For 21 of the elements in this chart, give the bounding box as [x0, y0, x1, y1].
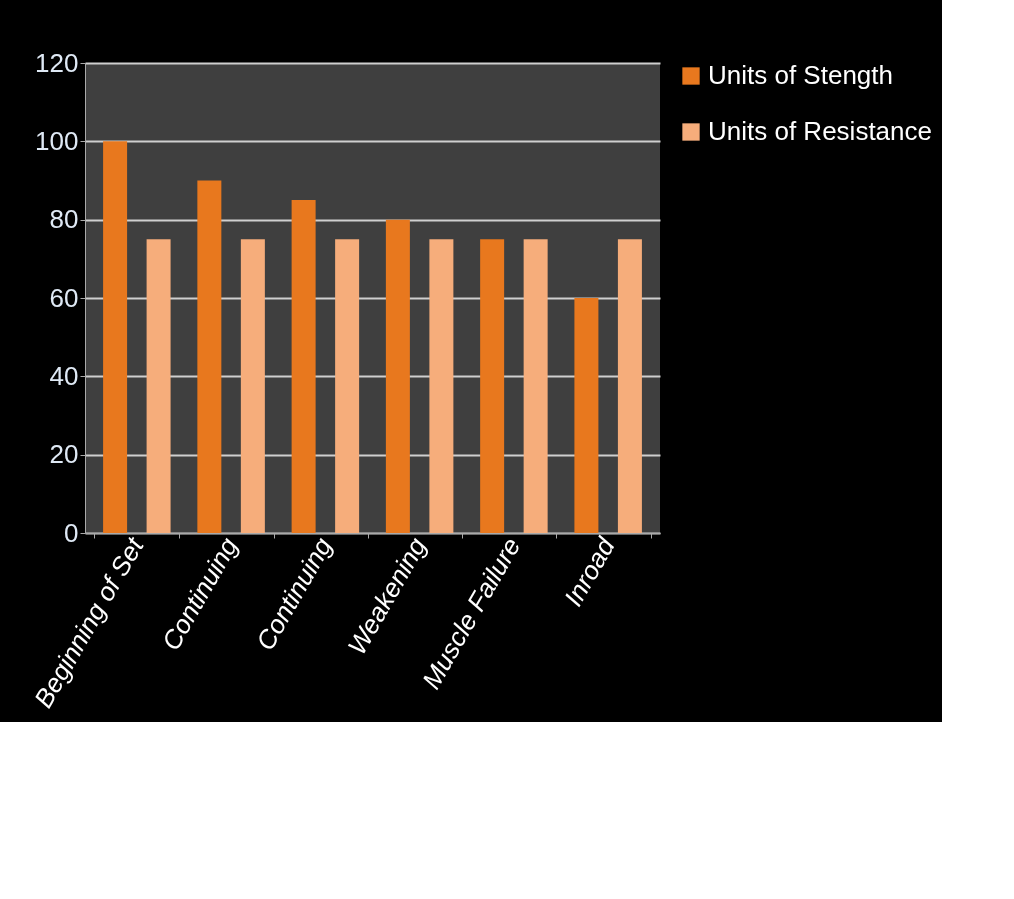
y-tick-label: 120 — [35, 47, 79, 78]
y-tick-label: 100 — [35, 125, 79, 156]
bar — [103, 141, 128, 533]
bar — [197, 180, 222, 533]
bar — [617, 239, 642, 533]
bar — [574, 298, 599, 533]
bar — [429, 239, 454, 533]
bar — [480, 239, 505, 533]
y-tick-label: 0 — [64, 517, 79, 548]
legend-label: Units of Stength — [708, 60, 893, 90]
bar — [385, 219, 410, 533]
y-tick-label: 60 — [49, 282, 79, 313]
bar — [146, 239, 171, 533]
bar — [523, 239, 548, 533]
bar — [291, 200, 316, 533]
y-tick-label: 40 — [49, 360, 79, 391]
bar — [240, 239, 265, 533]
y-tick-label: 20 — [49, 439, 79, 470]
bar — [335, 239, 360, 533]
legend-label: Units of Resistance — [708, 116, 932, 146]
y-tick-label: 80 — [49, 204, 79, 235]
